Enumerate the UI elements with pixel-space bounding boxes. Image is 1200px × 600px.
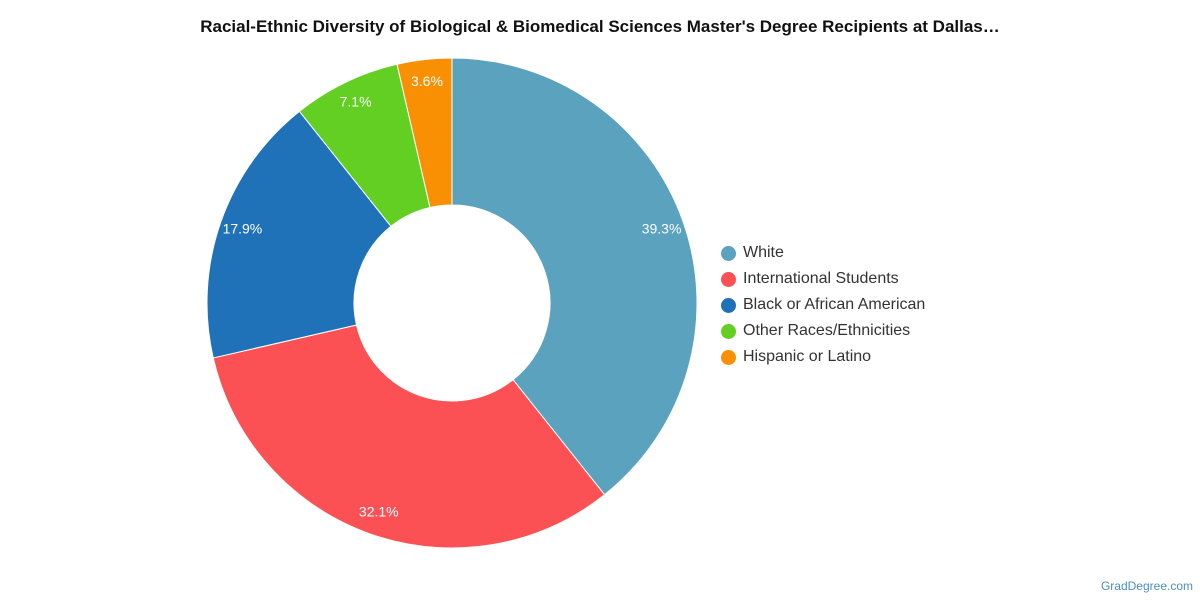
legend-marker-icon	[721, 323, 736, 339]
legend-item[interactable]: White	[721, 240, 925, 266]
legend-item[interactable]: International Students	[721, 266, 925, 292]
legend-item[interactable]: Other Races/Ethnicities	[721, 318, 925, 344]
slice-data-label: 17.9%	[223, 220, 263, 236]
slice-black-or-african-american[interactable]	[206, 110, 392, 359]
slice-data-label: 39.3%	[642, 220, 682, 236]
legend-label: Other Races/Ethnicities	[743, 322, 911, 339]
slice-hispanic-or-latino[interactable]	[396, 57, 453, 209]
legend-item[interactable]: Hispanic or Latino	[721, 344, 925, 370]
legend-marker-icon	[721, 297, 736, 313]
slice-data-label: 7.1%	[340, 94, 372, 110]
slice-white[interactable]	[451, 57, 698, 496]
chart-legend: White International Students Black or Afri…	[721, 240, 925, 370]
chart-title: Racial-Ethnic Diversity of Biological & …	[200, 17, 1000, 36]
legend-label: White	[743, 244, 784, 261]
source-credit[interactable]: GradDegree.com	[1100, 579, 1193, 593]
legend-item[interactable]: Black or African American	[721, 292, 925, 318]
slice-data-label: 32.1%	[359, 503, 399, 519]
slice-international-students[interactable]	[212, 324, 606, 549]
legend-label: Hispanic or Latino	[743, 348, 872, 365]
legend-label: Black or African American	[743, 296, 926, 313]
legend-label: International Students	[743, 270, 899, 287]
legend-marker-icon	[721, 271, 736, 287]
legend-marker-icon	[721, 349, 736, 365]
legend-marker-icon	[721, 245, 736, 261]
slice-data-label: 3.6%	[411, 73, 443, 89]
